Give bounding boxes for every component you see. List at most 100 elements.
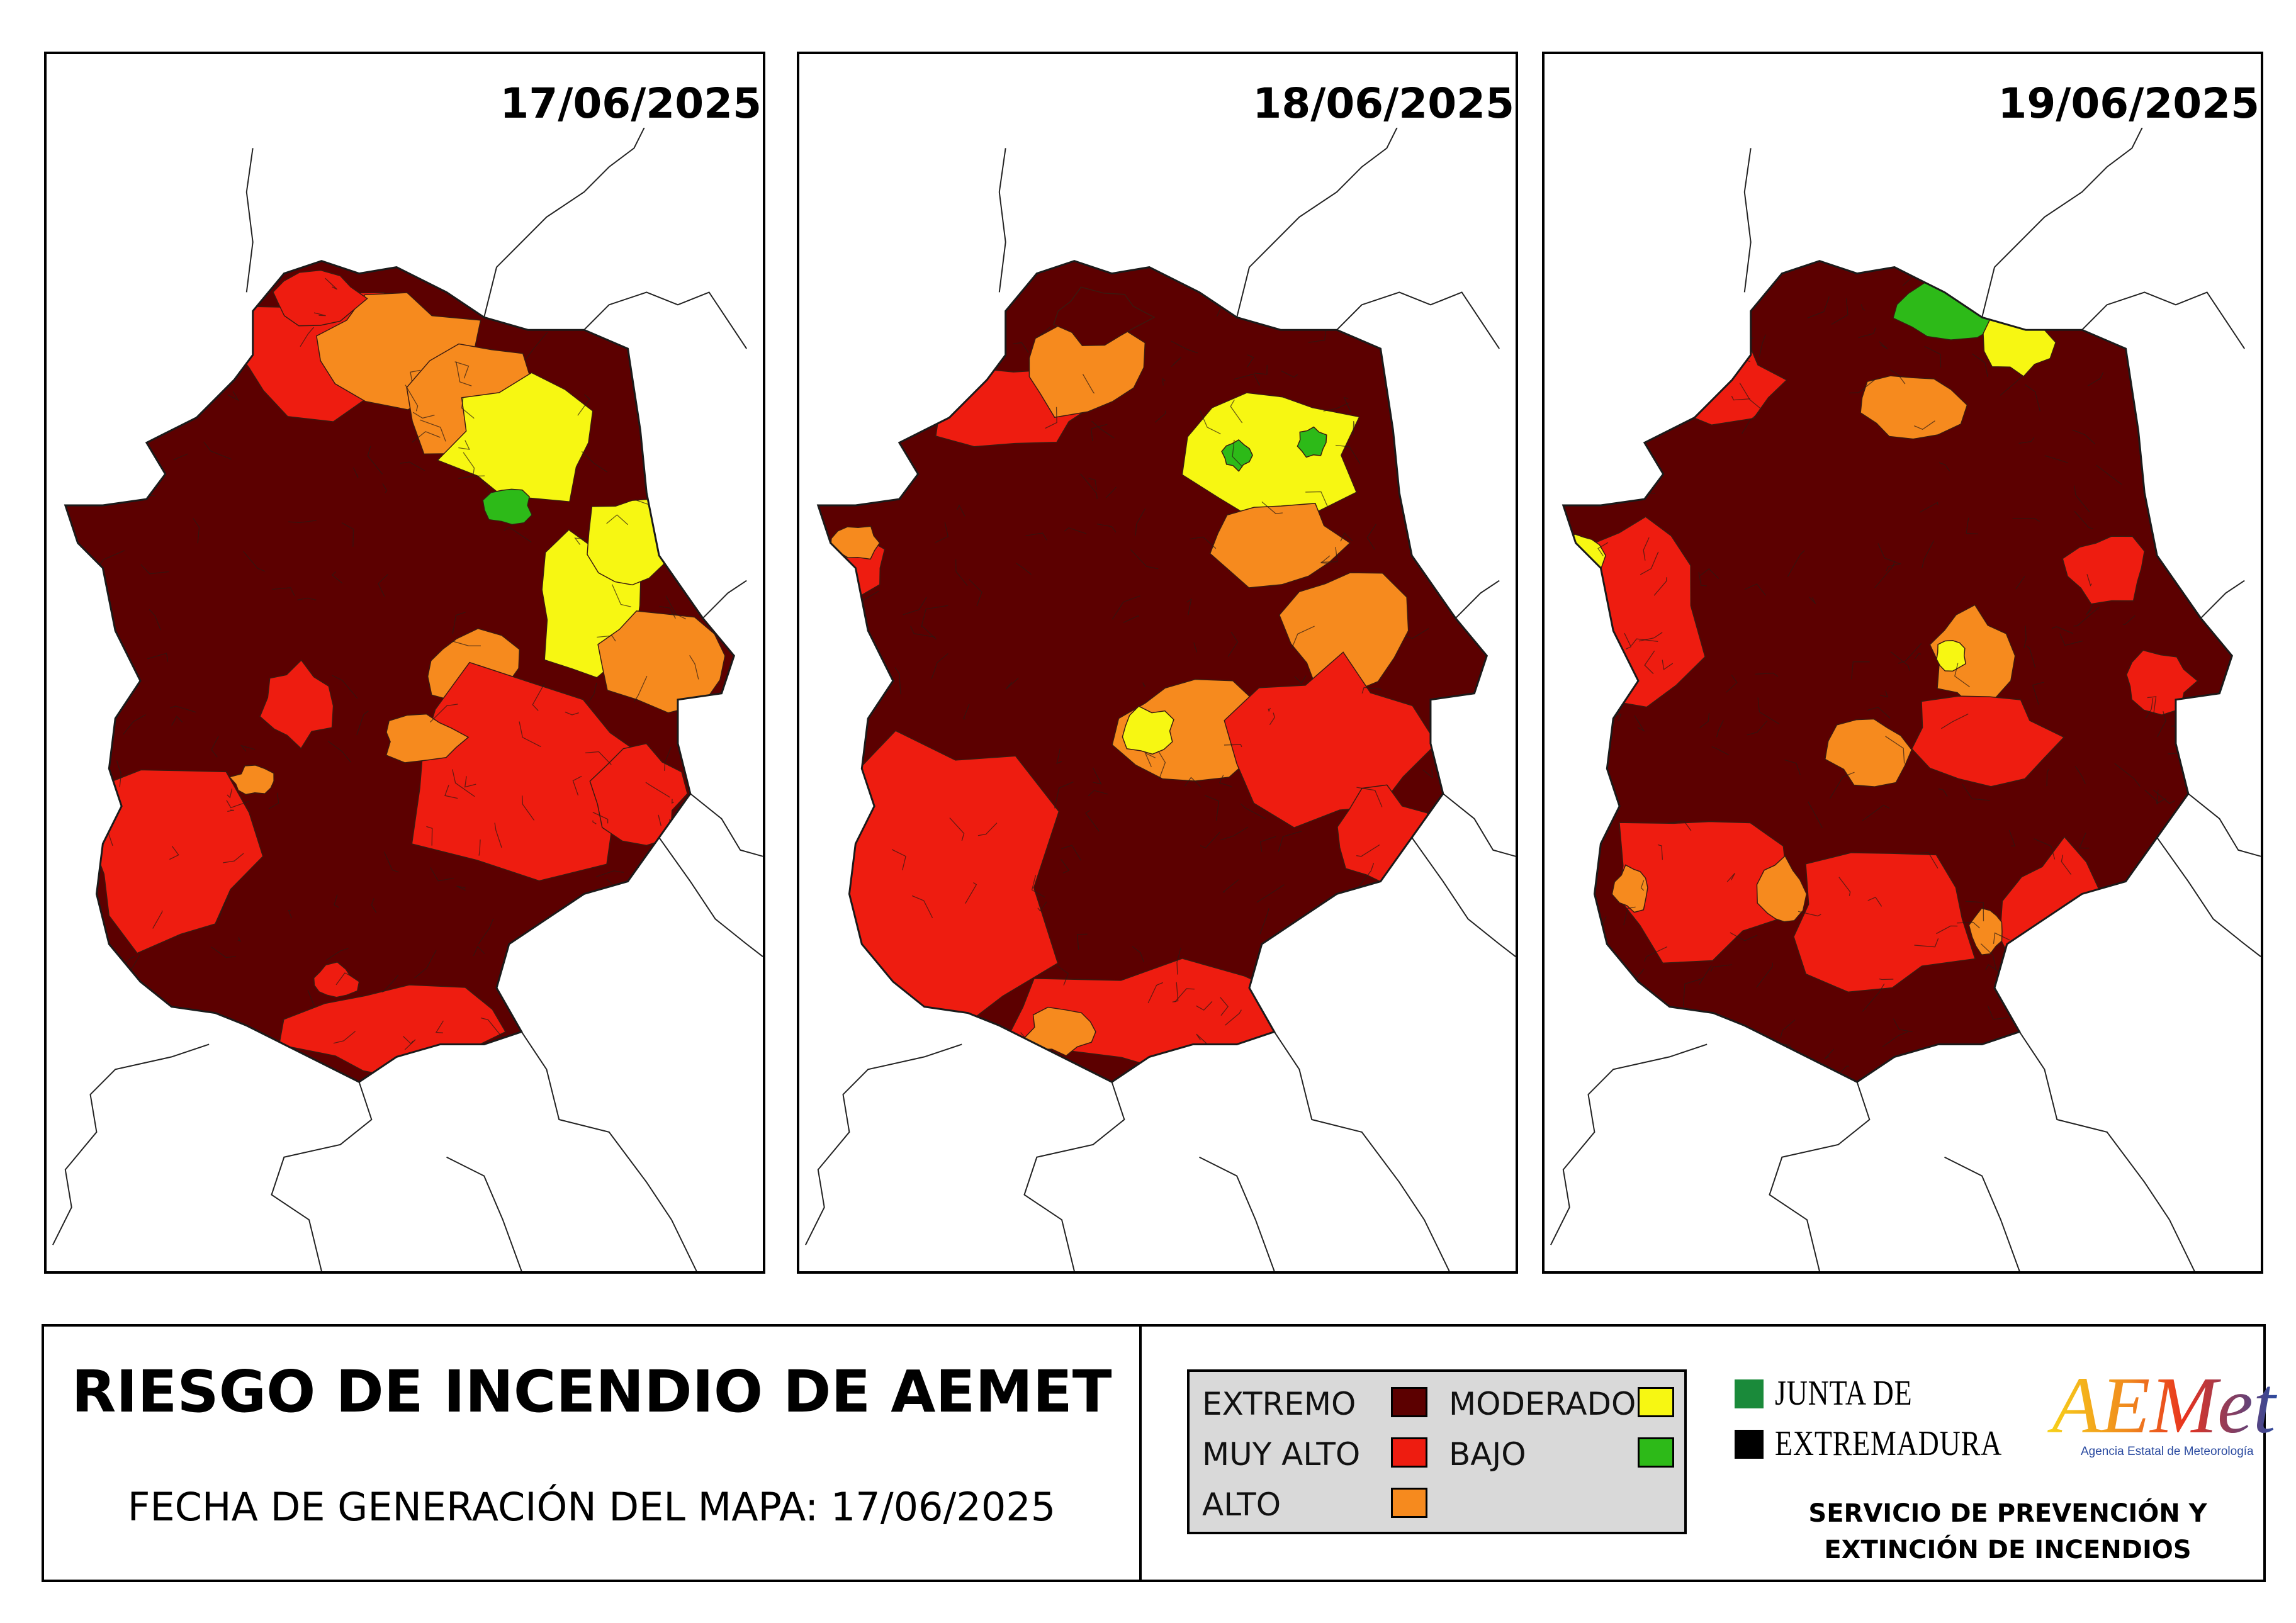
municipality-border bbox=[152, 910, 163, 929]
footer-divider bbox=[1139, 1327, 1142, 1580]
municipality-border bbox=[2029, 305, 2057, 329]
neighbour-boundary-line bbox=[1443, 793, 1516, 857]
municipality-border bbox=[911, 895, 933, 918]
junta-black-square-icon bbox=[1735, 1430, 1764, 1459]
municipality-border bbox=[210, 946, 236, 958]
region-outline bbox=[1562, 260, 2233, 1083]
municipality-border bbox=[595, 870, 624, 877]
municipality-border bbox=[1858, 327, 1876, 339]
municipality-border bbox=[886, 407, 903, 417]
municipality-border bbox=[2073, 607, 2100, 627]
municipality-border bbox=[1784, 759, 1801, 775]
municipality-border bbox=[1224, 744, 1242, 748]
risk-zone bbox=[1297, 426, 1327, 458]
municipality-border bbox=[169, 846, 179, 860]
municipality-border bbox=[1232, 439, 1243, 468]
municipality-border bbox=[620, 272, 643, 274]
neighbour-boundary-line bbox=[702, 580, 747, 619]
municipality-border bbox=[1889, 369, 1906, 385]
municipality-border bbox=[685, 480, 695, 508]
risk-zone bbox=[228, 765, 274, 795]
municipality-border bbox=[1726, 872, 1736, 882]
municipality-border bbox=[1420, 982, 1430, 998]
municipality-border bbox=[1759, 334, 1766, 357]
junta-green-square-icon bbox=[1735, 1379, 1764, 1408]
municipality-border bbox=[461, 396, 475, 419]
municipality-border bbox=[1939, 462, 1950, 471]
legend-label-extremo: EXTREMO bbox=[1202, 1386, 1356, 1422]
municipality-border bbox=[1154, 410, 1166, 423]
municipality-border bbox=[93, 1014, 108, 1026]
municipality-border bbox=[833, 986, 842, 994]
municipality-border bbox=[1132, 946, 1144, 963]
risk-zone bbox=[273, 269, 368, 327]
legend: EXTREMO MUY ALTO ALTO MODERADO BAJO bbox=[1187, 1369, 1687, 1534]
aemet-logo: AEMet Agencia Estatal de Meteorología bbox=[2046, 1361, 2278, 1481]
municipality-border bbox=[2122, 615, 2136, 626]
municipality-border bbox=[1331, 267, 1340, 285]
municipality-border bbox=[1111, 595, 1140, 620]
municipality-border bbox=[1624, 632, 1632, 649]
municipality-border bbox=[2114, 763, 2141, 787]
municipality-border bbox=[2061, 1018, 2081, 1040]
neighbour-boundary-line bbox=[271, 1081, 373, 1271]
municipality-border bbox=[1886, 563, 1901, 571]
municipality-border bbox=[410, 369, 420, 381]
junta-text-line1: JUNTA DE bbox=[1775, 1374, 1913, 1413]
legend-label-alto: ALTO bbox=[1202, 1486, 1281, 1523]
municipality-border bbox=[1829, 772, 1855, 799]
risk-zone bbox=[1824, 718, 1913, 787]
municipality-border bbox=[158, 1074, 174, 1082]
municipality-border bbox=[1662, 660, 1674, 670]
municipality-border bbox=[2156, 789, 2166, 804]
municipality-border bbox=[464, 776, 476, 788]
municipality-border bbox=[1172, 982, 1179, 1002]
municipality-border bbox=[1643, 537, 1650, 561]
municipality-border bbox=[123, 714, 146, 735]
municipality-border bbox=[297, 597, 317, 601]
municipality-border bbox=[193, 518, 200, 544]
municipality-border bbox=[1431, 261, 1451, 285]
municipality-border bbox=[1305, 491, 1328, 507]
neighbour-boundary-line bbox=[2156, 837, 2261, 957]
footer-panel: RIESGO DE INCENDIO DE AEMET FECHA DE GEN… bbox=[42, 1324, 2278, 1582]
municipality-border bbox=[1358, 863, 1375, 887]
municipality-border bbox=[897, 356, 921, 364]
municipality-border bbox=[572, 775, 582, 796]
municipality-border bbox=[1914, 420, 1935, 430]
municipality-border bbox=[592, 812, 609, 824]
municipality-border bbox=[169, 705, 196, 713]
neighbour-boundary-line bbox=[1769, 1081, 1871, 1271]
municipality-border bbox=[272, 587, 295, 597]
municipality-border bbox=[1890, 651, 1910, 671]
municipality-border bbox=[2015, 576, 2025, 590]
municipality-border bbox=[456, 361, 472, 386]
municipality-border bbox=[1174, 988, 1195, 1002]
neighbour-boundary-line bbox=[446, 1156, 522, 1271]
neighbour-boundary-line bbox=[483, 123, 648, 318]
municipality-border bbox=[1928, 1060, 1944, 1077]
municipality-border bbox=[818, 1003, 845, 1011]
municipality-border bbox=[140, 564, 169, 575]
map-panel-day3: 19/06/2025 bbox=[1542, 52, 2263, 1274]
municipality-border bbox=[1220, 997, 1229, 1016]
municipality-border bbox=[1730, 932, 1758, 941]
municipality-border bbox=[1757, 697, 1780, 724]
municipality-border bbox=[1340, 532, 1353, 542]
municipality-border bbox=[1640, 880, 1645, 891]
municipality-border bbox=[1171, 357, 1182, 368]
region-outline bbox=[816, 260, 1488, 1083]
neighbour-boundary-line bbox=[1550, 1043, 1708, 1245]
municipality-border bbox=[1227, 632, 1239, 657]
municipality-border bbox=[977, 823, 998, 836]
neighbour-boundary-line bbox=[245, 148, 254, 293]
municipality-border bbox=[405, 385, 419, 412]
municipality-border bbox=[1335, 444, 1361, 464]
municipality-border bbox=[1980, 943, 1997, 970]
municipality-border bbox=[921, 605, 948, 628]
municipality-border bbox=[1220, 826, 1249, 841]
municipality-border bbox=[1362, 939, 1367, 953]
municipality-border bbox=[1726, 674, 1738, 693]
municipality-border bbox=[1395, 1012, 1410, 1026]
municipality-border bbox=[1185, 268, 1210, 280]
